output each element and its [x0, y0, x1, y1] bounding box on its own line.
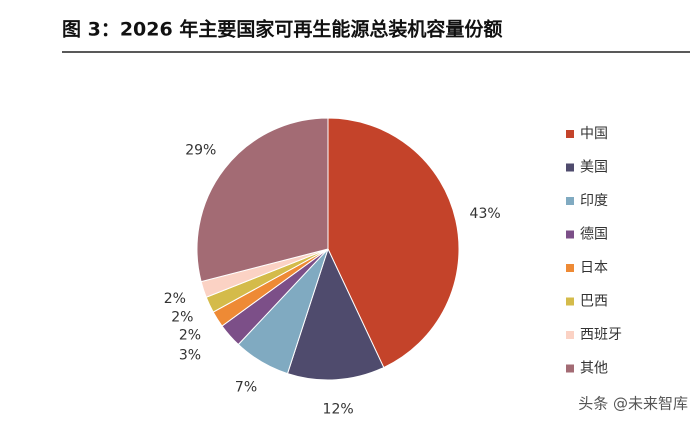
- chart-title: 图 3：2026 年主要国家可再生能源总装机容量份额: [62, 18, 502, 41]
- legend-swatch: [566, 364, 574, 373]
- pie-slice: [327, 117, 460, 369]
- legend-swatch: [566, 230, 574, 239]
- legend-swatch: [566, 264, 574, 272]
- legend-label: 巴西: [580, 294, 608, 310]
- legend-label: 日本: [580, 260, 608, 276]
- data-label: 43%: [470, 206, 501, 222]
- watermark: 头条 @未来智库: [578, 395, 688, 413]
- legend-swatch: [566, 163, 574, 172]
- data-label: 2%: [171, 310, 193, 326]
- data-label: 2%: [179, 327, 201, 343]
- data-label: 2%: [164, 291, 186, 307]
- legend-label: 中国: [580, 126, 608, 142]
- data-label: 12%: [323, 402, 354, 418]
- legend-swatch: [566, 130, 574, 138]
- legend-swatch: [566, 197, 574, 205]
- legend-swatch: [566, 331, 574, 339]
- pie-slice: [286, 247, 385, 381]
- legend-label: 其他: [580, 361, 608, 377]
- data-label: 3%: [179, 347, 201, 363]
- legend-label: 印度: [580, 193, 608, 209]
- data-label: 29%: [185, 142, 216, 158]
- legend-label: 德国: [580, 227, 608, 243]
- data-label: 7%: [235, 380, 257, 396]
- legend-label: 美国: [580, 160, 608, 176]
- pie-slice: [196, 117, 329, 283]
- legend-label: 西班牙: [580, 327, 622, 343]
- legend-swatch: [566, 297, 574, 306]
